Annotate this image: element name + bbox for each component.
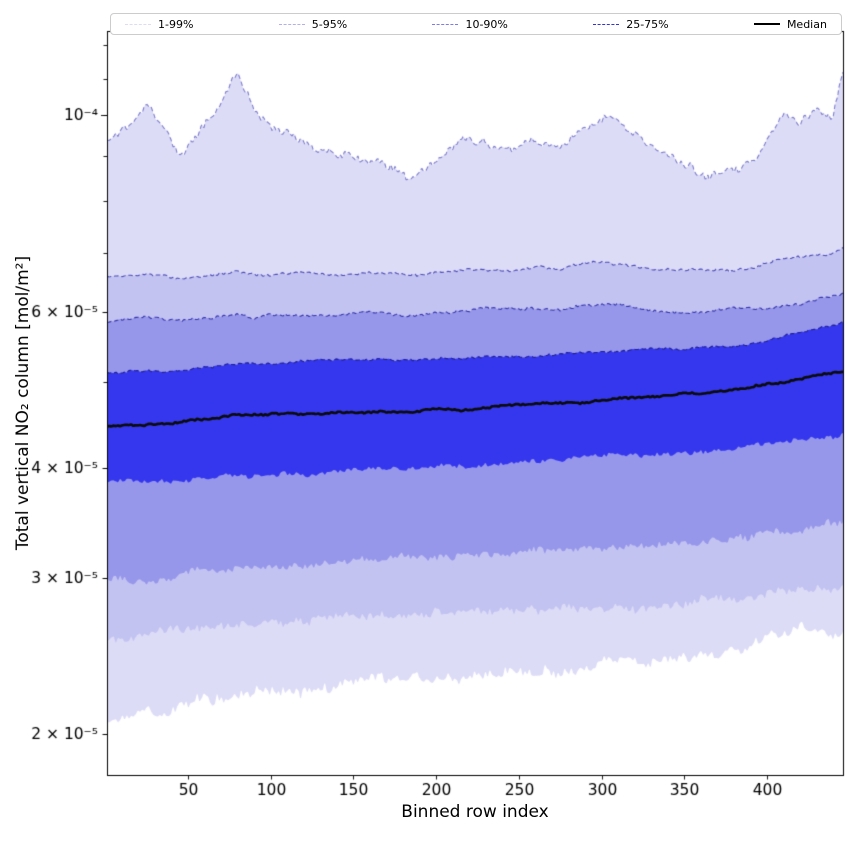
legend-item-10-90: 10-90% xyxy=(432,17,508,31)
legend-item-5-95: 5-95% xyxy=(278,17,348,31)
legend-line-sample-5-95 xyxy=(278,23,305,25)
legend-label-25-75: 25-75% xyxy=(626,17,669,31)
legend-line-sample-25-75 xyxy=(593,23,620,25)
legend-label-1-99: 1-99% xyxy=(158,17,194,31)
legend: 1-99% 5-95% 10-90% 25-75% Median xyxy=(110,13,842,35)
legend-line-sample-10-90 xyxy=(432,23,459,25)
legend-item-median: Median xyxy=(753,17,827,31)
legend-line-sample-median xyxy=(753,23,780,25)
x-axis-label: Binned row index xyxy=(401,802,549,822)
legend-line-sample-1-99 xyxy=(125,23,151,25)
legend-label-median: Median xyxy=(786,17,827,31)
legend-item-1-99: 1-99% xyxy=(125,18,193,31)
legend-label-5-95: 5-95% xyxy=(311,17,348,31)
legend-label-10-90: 10-90% xyxy=(465,17,508,31)
legend-item-25-75: 25-75% xyxy=(593,17,669,31)
y-axis-label: Total vertical NO₂ column [mol/m²] xyxy=(13,255,33,551)
